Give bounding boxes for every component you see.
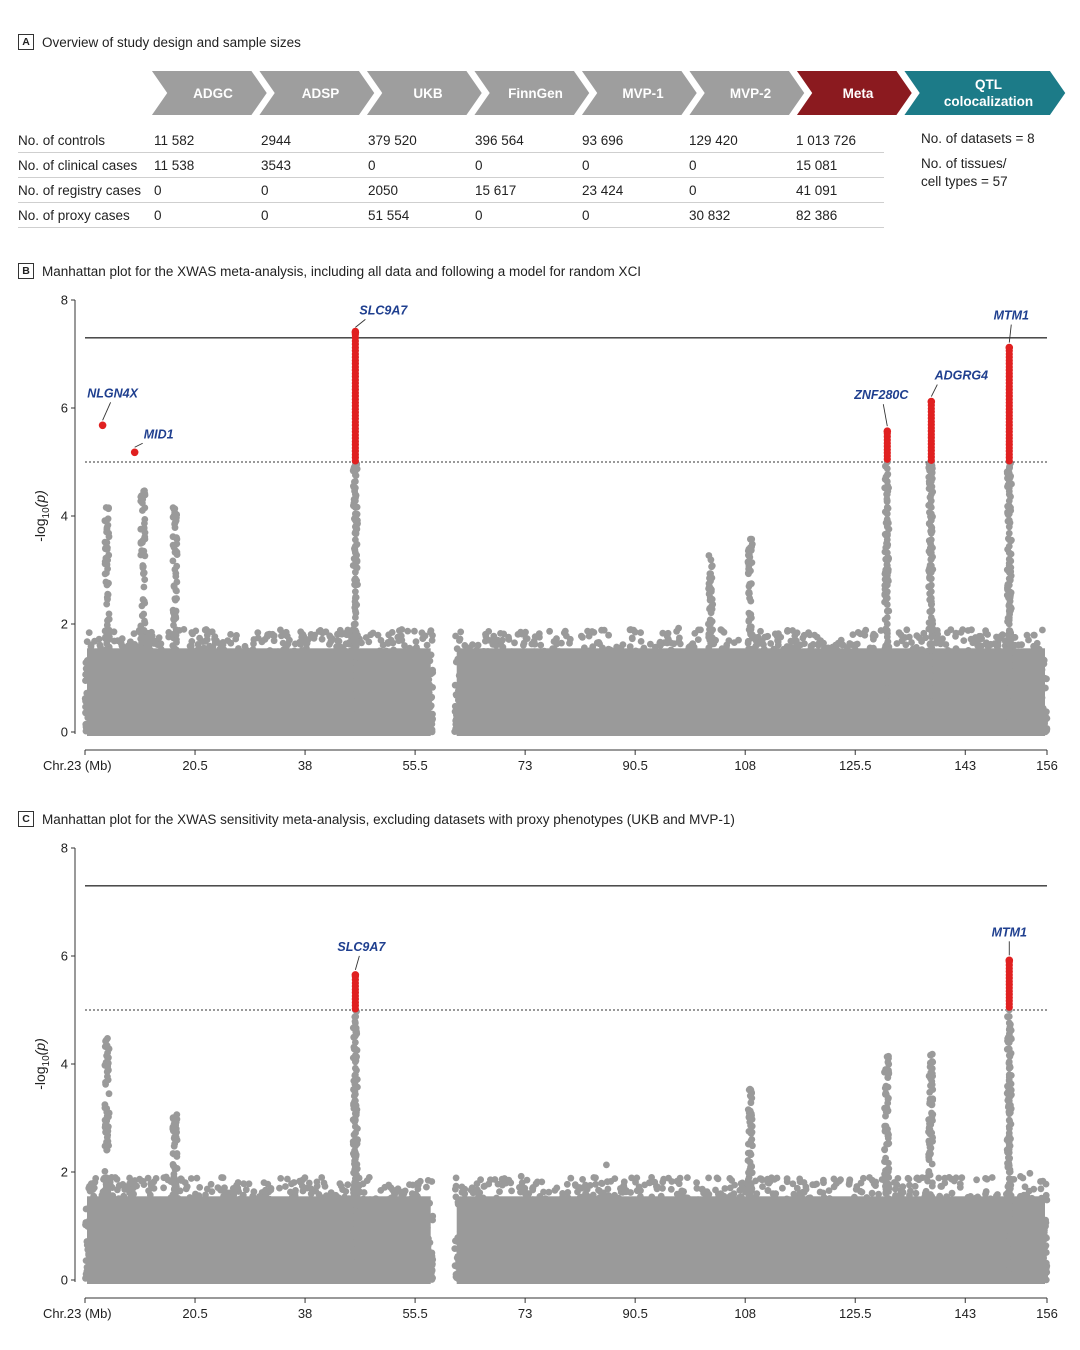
- table-cell: 0: [261, 202, 368, 228]
- table-cell: 0: [582, 152, 689, 178]
- flow-chevron: [578, 69, 700, 117]
- x-tick-label: 55.5: [402, 758, 427, 773]
- flow-label: FinnGen: [508, 86, 563, 101]
- flow-label: MVP-1: [622, 86, 664, 101]
- flow-label: MVP-2: [730, 86, 771, 101]
- y-axis-label: -log10(p): [32, 490, 52, 542]
- table-cell: 0: [475, 152, 582, 178]
- table-row: No. of registry cases 0 0 2050 15 617 23 424 0…: [18, 177, 884, 203]
- table-cell: 15 617: [475, 177, 582, 203]
- flow-label: Meta: [843, 86, 874, 101]
- snp-point: [270, 637, 278, 645]
- flow-chevron: [900, 69, 1068, 117]
- table-cell: 51 554: [368, 202, 475, 228]
- x-tick-label: Chr.23 (Mb): [43, 758, 112, 773]
- sample-size-table: No. of controls 11 582 2944 379 520 396 564 9…: [18, 128, 884, 228]
- flow-step-mvp-2: MVP-2: [685, 69, 807, 117]
- flow-label: QTL: [975, 77, 1002, 92]
- row-label: No. of proxy cases: [18, 202, 154, 228]
- flow-step-ukb: UKB: [363, 69, 485, 117]
- y-tick-label: 0: [61, 725, 68, 740]
- flow-step-meta: Meta: [793, 69, 915, 117]
- x-tick-label: 20.5: [182, 758, 207, 773]
- flow-step-adsp: ADSP: [255, 69, 377, 117]
- table-cell: 11 538: [154, 152, 261, 178]
- table-row: No. of clinical cases 11 538 3543 0 0 0 0 15 08…: [18, 152, 884, 178]
- x-tick-label: 90.5: [623, 758, 648, 773]
- table-cell: 396 564: [475, 128, 582, 153]
- flow-chevron: [255, 69, 377, 117]
- row-label: No. of clinical cases: [18, 152, 154, 178]
- panel-b-letter: B: [18, 263, 34, 279]
- flow-step-adgc: ADGC: [150, 69, 270, 117]
- table-cell: 1 013 726: [796, 128, 884, 153]
- flow-label: ADGC: [193, 86, 233, 101]
- qtl-tissues-line1: No. of tissues/: [921, 156, 1007, 171]
- qtl-tissues-line2: cell types = 57: [921, 174, 1008, 189]
- panel-a-title: Overview of study design and sample size…: [42, 34, 301, 50]
- y-tick-label: 6: [61, 401, 68, 416]
- panel-b-header: B Manhattan plot for the XWAS meta-analy…: [18, 263, 641, 279]
- table-cell: 93 696: [582, 128, 689, 153]
- manhattan-plot-b: 0 2 4 6 8 Chr.23 (Mb) 20.5 38 55.5 73 90.5 108 125.5…: [32, 293, 1058, 774]
- flow-label: ADSP: [302, 86, 340, 101]
- flow-chevron: [363, 69, 485, 117]
- table-cell: 2050: [368, 177, 475, 203]
- flow-step-finngen: FinnGen: [470, 69, 592, 117]
- flow-step-mvp-1: MVP-1: [578, 69, 700, 117]
- table-cell: 0: [154, 202, 261, 228]
- table-row: No. of controls 11 582 2944 379 520 396 564 9…: [18, 128, 884, 153]
- table-cell: 41 091: [796, 177, 884, 203]
- flow-chevron: [793, 69, 915, 117]
- x-tick-label: 108: [734, 758, 756, 773]
- y-tick-label: 8: [61, 293, 68, 308]
- table-cell: 0: [475, 202, 582, 228]
- table-cell: 23 424: [582, 177, 689, 203]
- table-cell: 30 832: [689, 202, 796, 228]
- qtl-datasets: No. of datasets = 8: [921, 131, 1035, 146]
- table-cell: 3543: [261, 152, 368, 178]
- x-tick-label: 143: [954, 758, 976, 773]
- table-cell: 82 386: [796, 202, 884, 228]
- panel-b-title: Manhattan plot for the XWAS meta-analysi…: [42, 263, 642, 279]
- qtl-info: No. of datasets = 8 No. of tissues/ cell…: [921, 130, 1035, 198]
- table-cell: 11 582: [154, 128, 261, 153]
- x-tick-label: 125.5: [839, 758, 872, 773]
- table-row: No. of proxy cases 0 0 51 554 0 0 30 832 82 386: [18, 202, 884, 228]
- table-cell: 0: [154, 177, 261, 203]
- study-design-flow: ADGC ADSP UKB FinnGen MVP-1 MVP-2 Meta QTL coloc…: [150, 69, 1068, 117]
- row-label: No. of registry cases: [18, 177, 154, 203]
- flow-chevron: [470, 69, 592, 117]
- table-cell: 0: [261, 177, 368, 203]
- flow-step-qtl-colocalization: QTL colocalization: [900, 69, 1068, 117]
- y-tick-label: 4: [61, 509, 68, 524]
- row-label: No. of controls: [18, 128, 154, 153]
- table-cell: 0: [368, 152, 475, 178]
- table-cell: 379 520: [368, 128, 475, 153]
- x-tick-label: 38: [298, 758, 312, 773]
- panel-a-letter: A: [18, 34, 34, 50]
- table-cell: 0: [689, 152, 796, 178]
- flow-chevron: [685, 69, 807, 117]
- y-tick-label: 2: [61, 617, 68, 632]
- flow-chevron: [150, 69, 270, 117]
- x-tick-label: 73: [518, 758, 532, 773]
- table-cell: 0: [689, 177, 796, 203]
- panel-a-header: A Overview of study design and sample si…: [18, 34, 301, 50]
- table-cell: 2944: [261, 128, 368, 153]
- table-cell: 15 081: [796, 152, 884, 178]
- table-cell: 0: [582, 202, 689, 228]
- snp-point: [404, 627, 412, 635]
- flow-label: colocalization: [944, 94, 1033, 109]
- x-tick-label: 156: [1036, 758, 1058, 773]
- table-cell: 129 420: [689, 128, 796, 153]
- flow-label: UKB: [413, 86, 442, 101]
